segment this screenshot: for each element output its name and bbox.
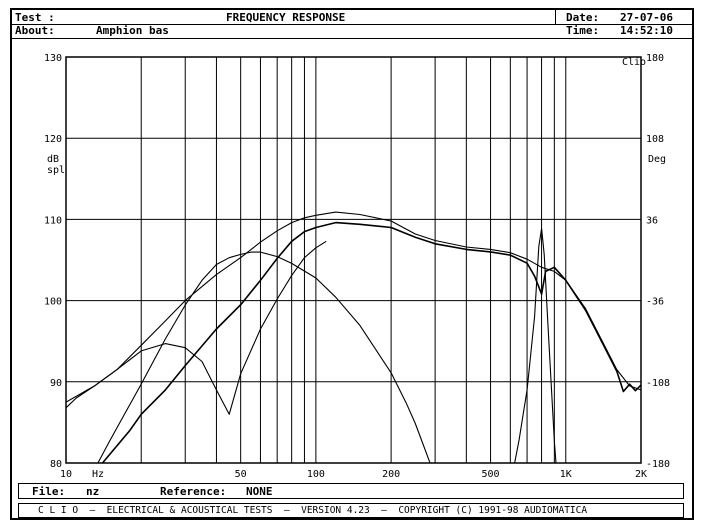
reference-label: Reference: xyxy=(160,485,227,498)
header-divider xyxy=(10,24,694,25)
chart-labels: 80 90 100 110 120 130 -180 -108 -36 36 108 180 10 50 1… xyxy=(44,53,670,480)
y-axis-label-line2: spl xyxy=(47,165,65,176)
page-title: FREQUENCY RESPONSE xyxy=(226,11,346,24)
x-tick-label: 50 xyxy=(235,469,247,480)
time-value: 14:52:10 xyxy=(620,24,673,37)
about-value: Amphion bas xyxy=(96,24,169,37)
x-tick-label: 200 xyxy=(382,469,400,480)
header-date-divider xyxy=(555,8,556,25)
date-label: Date: xyxy=(566,11,600,24)
file-value: nz xyxy=(86,485,100,498)
x-tick-label: 500 xyxy=(482,469,500,480)
y-tick-label: 100 xyxy=(44,297,62,308)
y2-axis-label: Deg xyxy=(648,154,666,165)
x-tick-label: 100 xyxy=(307,469,325,480)
y-axis-label: dB xyxy=(47,154,59,165)
series-line-4 xyxy=(97,251,431,463)
y-tick-label: 120 xyxy=(44,134,62,145)
y2-tick-label: -36 xyxy=(646,297,664,308)
series-line-5 xyxy=(514,227,557,463)
about-label: About: xyxy=(15,24,55,37)
plot-area-border xyxy=(65,56,642,464)
copyright-banner: C L I O – ELECTRICAL & ACOUSTICAL TESTS … xyxy=(38,505,588,516)
chart-window-frame xyxy=(10,8,694,520)
chart-grid xyxy=(65,56,642,464)
y-tick-label: 80 xyxy=(50,459,62,470)
file-label: File: xyxy=(32,485,66,498)
series-line-2 xyxy=(101,221,641,463)
y-tick-label: 110 xyxy=(44,215,62,226)
reference-value: NONE xyxy=(246,485,273,498)
test-label: Test : xyxy=(15,11,55,24)
x-unit-label: Hz xyxy=(92,469,104,480)
y2-tick-label: -180 xyxy=(646,459,670,470)
chart-curves xyxy=(66,211,641,463)
y2-tick-label: 36 xyxy=(646,215,658,226)
time-label: Time: xyxy=(566,24,600,37)
file-info-box xyxy=(18,483,684,499)
x-tick-label: 2K xyxy=(635,469,647,480)
header-bottom-divider xyxy=(10,38,694,39)
date-value: 27-07-06 xyxy=(620,11,673,24)
x-tick-label: 1K xyxy=(560,469,572,480)
y2-tick-label: -108 xyxy=(646,378,670,389)
x-tick-label: 10 xyxy=(60,469,72,480)
y2-tick-label: 108 xyxy=(646,134,664,145)
series-line-3 xyxy=(66,240,327,415)
y-tick-label: 90 xyxy=(50,378,62,389)
banner-box xyxy=(18,503,684,518)
corner-label: Clio xyxy=(622,57,646,68)
y-tick-label: 130 xyxy=(44,53,62,64)
y2-tick-label: 180 xyxy=(646,53,664,64)
